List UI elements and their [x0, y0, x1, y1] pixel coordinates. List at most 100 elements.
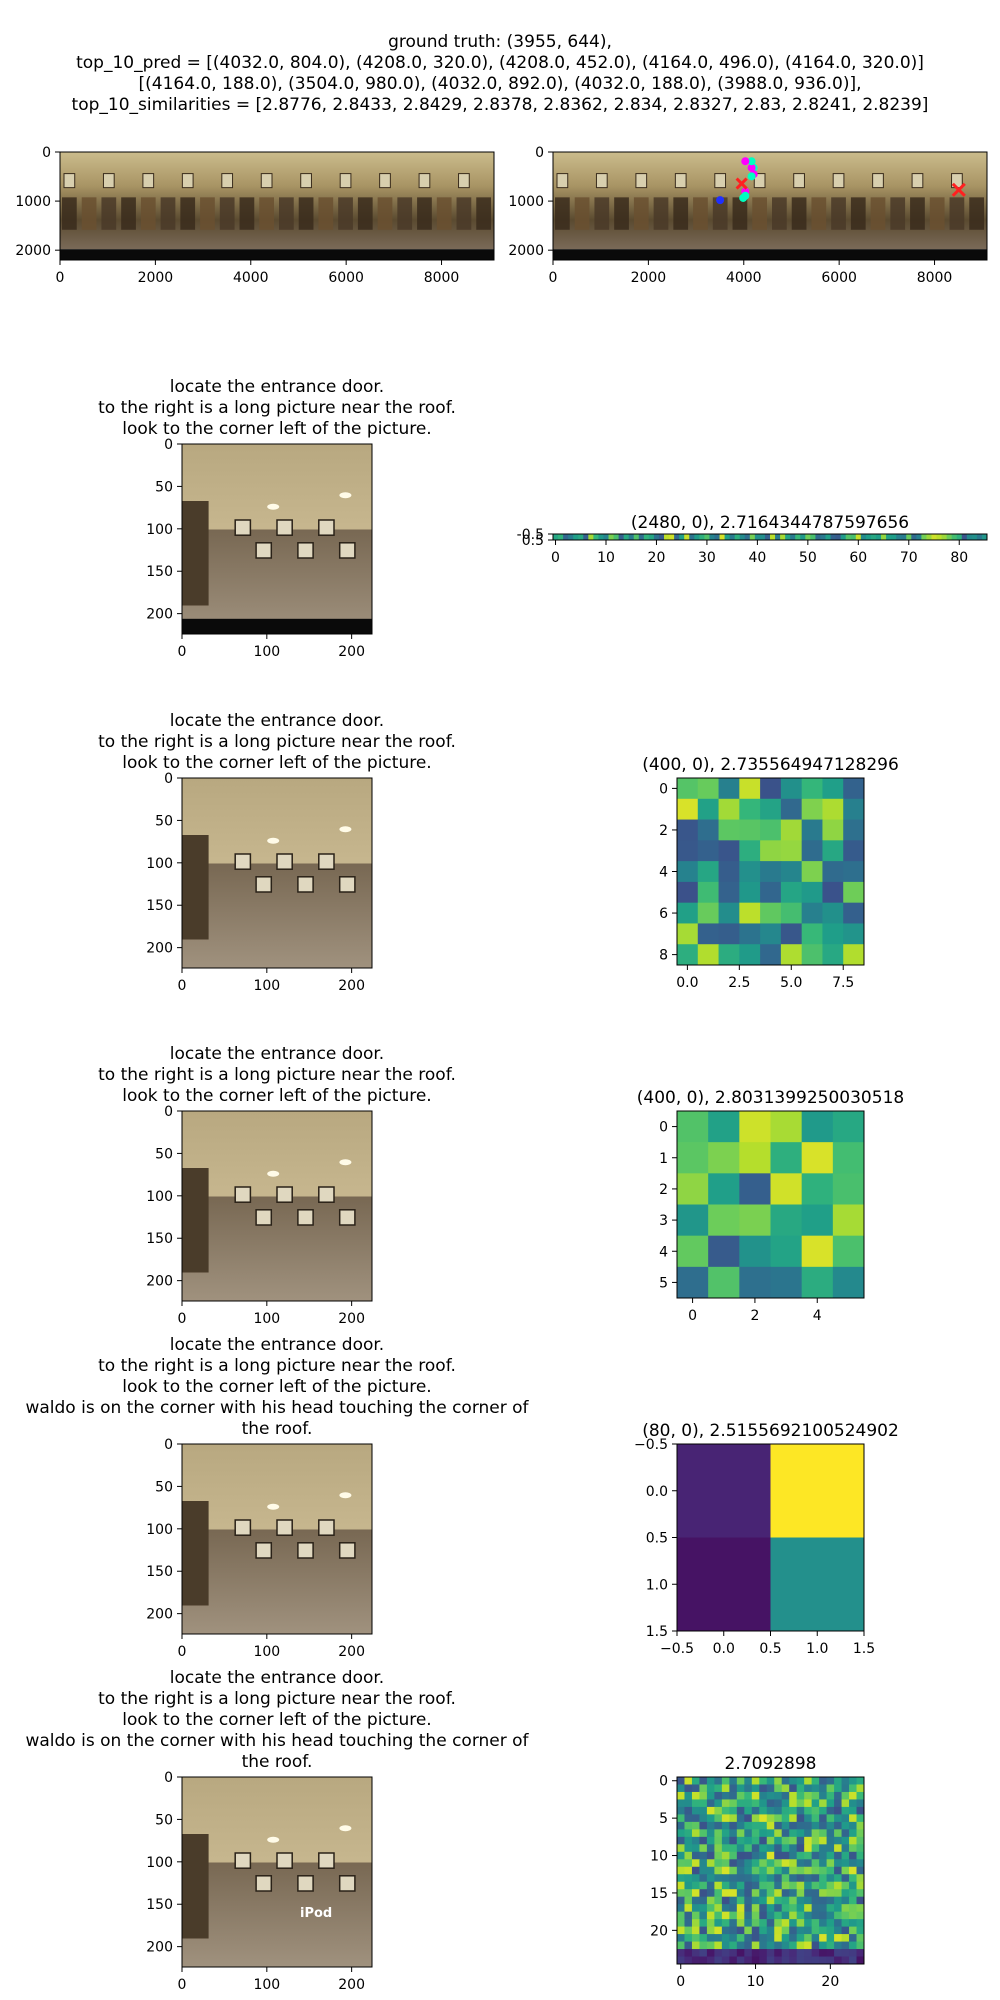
heatmap-cell: [819, 1851, 828, 1860]
row-caption-line: locate the entrance door.: [169, 711, 385, 731]
heatmap-cell: [834, 1777, 843, 1785]
heatmap-cell: [766, 1941, 775, 1950]
heatmap-cell: [811, 1829, 820, 1838]
heatmap-cell: [774, 1926, 783, 1935]
heatmap-cell: [801, 861, 823, 883]
heatmap-cell: [774, 1889, 783, 1898]
heatmap-y-tick-label: 3: [659, 1213, 668, 1229]
heatmap-cell: [780, 902, 803, 924]
heatmap-x-tick-label: 0: [676, 1974, 685, 1990]
panorama-shelf: [870, 197, 886, 230]
heatmap-cell: [744, 1949, 753, 1958]
panorama-shelf: [772, 197, 787, 230]
heatmap-cell: [781, 1829, 790, 1838]
heatmap-cell: [796, 1866, 805, 1875]
heatmap-cell: [677, 1866, 685, 1875]
panorama-shelf: [298, 197, 314, 230]
heatmap-cell: [781, 1919, 790, 1928]
heatmap-cell: [714, 1814, 723, 1823]
heatmap-cell: [691, 1844, 700, 1853]
heatmap-cell: [774, 1949, 783, 1958]
heatmap-cell: [744, 1896, 753, 1905]
heatmap-cell: [770, 1537, 865, 1632]
heatmap-cell: [766, 1799, 775, 1808]
heatmap-cell: [826, 1836, 835, 1845]
heatmap-cell: [706, 1956, 715, 1965]
crop-picture-frame: [318, 519, 335, 536]
heatmap-cell: [706, 1919, 715, 1928]
heatmap-cell: [841, 1941, 850, 1950]
heatmap-cell: [736, 1836, 745, 1845]
crop-x-tick-label: 0: [178, 1644, 187, 1660]
heatmap-cell: [691, 1956, 700, 1965]
heatmap-cell: [718, 902, 740, 924]
heatmap-cell: [804, 1784, 813, 1793]
heatmap-y-tick-label: 5: [659, 1275, 668, 1291]
heatmap-cell: [684, 1806, 693, 1815]
heatmap-x-tick-label: 30: [698, 550, 716, 566]
heatmap-x-tick-label: 0.0: [713, 1641, 735, 1657]
panorama-shelf: [693, 197, 708, 230]
heatmap-cell: [901, 534, 907, 541]
heatmap-cell: [849, 1777, 858, 1785]
heatmap-cell: [618, 534, 625, 541]
heatmap-cell: [714, 1949, 723, 1958]
heatmap-cell: [825, 534, 832, 541]
heatmap-cell: [789, 1791, 798, 1800]
prediction-point: [716, 196, 725, 205]
heatmap-cell: [841, 1926, 850, 1935]
heatmap-x-tick-label: −0.5: [660, 1641, 694, 1657]
heatmap-cell: [790, 534, 796, 541]
heatmap-cell: [774, 1866, 783, 1875]
heatmap-cell: [684, 1926, 693, 1935]
prediction-point: [739, 193, 748, 202]
crop-image-panel: 0 100 200 0 50 100 150 200: [146, 771, 373, 994]
heatmap-cell: [691, 1806, 700, 1815]
heatmap-cell: [834, 1874, 843, 1883]
heatmap-cell: [916, 534, 922, 541]
heatmap-cell: [699, 1949, 708, 1958]
heatmap-cell: [759, 1904, 768, 1913]
heatmap-cell: [766, 1806, 775, 1815]
row-caption-line: to the right is a long picture near the …: [98, 1065, 456, 1085]
heatmap-cell: [849, 1919, 858, 1928]
heatmap-cell: [677, 1537, 771, 1632]
panorama-shelf: [555, 197, 570, 230]
heatmap-cell: [834, 1821, 843, 1830]
heatmap-cell: [760, 861, 782, 883]
heatmap-cell: [819, 1941, 828, 1950]
panorama-frame: [300, 173, 312, 189]
heatmap-cell: [841, 1896, 850, 1905]
heatmap-cell: [744, 1934, 753, 1943]
heatmap-cell: [834, 1934, 843, 1943]
heatmap-cell: [759, 1889, 768, 1898]
heatmap-cell: [759, 1806, 768, 1815]
heatmap-cell: [699, 1851, 708, 1860]
heatmap-cell: [781, 1934, 790, 1943]
heatmap-cell: [744, 1821, 753, 1830]
heatmap-x-tick-label: 2.5: [728, 975, 750, 991]
heatmap-cell: [721, 1859, 730, 1868]
panorama-y-tick-label: 1000: [15, 194, 51, 210]
heatmap-cell: [774, 1791, 783, 1800]
heatmap-cell: [849, 1904, 858, 1913]
heatmap-cell: [843, 798, 865, 821]
heatmap-cell: [774, 1836, 783, 1845]
heatmap-cell: [613, 534, 620, 541]
panorama-frame: [181, 173, 194, 189]
heatmap-cell: [811, 1904, 820, 1913]
heatmap-cell: [759, 1821, 768, 1830]
heatmap-cell: [766, 1896, 775, 1905]
panorama-shelf: [81, 197, 97, 230]
panorama-shelf: [732, 197, 748, 230]
prediction-point: [741, 157, 750, 166]
heatmap-cell: [801, 923, 823, 945]
heatmap-y-tick-label: 1.5: [646, 1624, 668, 1640]
crop-doorway: [182, 1501, 209, 1606]
crop-picture-frame: [234, 853, 252, 870]
heatmap-title: (400, 0), 2.8031399250030518: [637, 1088, 904, 1108]
heatmap-cell: [699, 1881, 708, 1890]
heatmap-cell: [850, 534, 857, 541]
heatmap-cell: [781, 1941, 790, 1950]
